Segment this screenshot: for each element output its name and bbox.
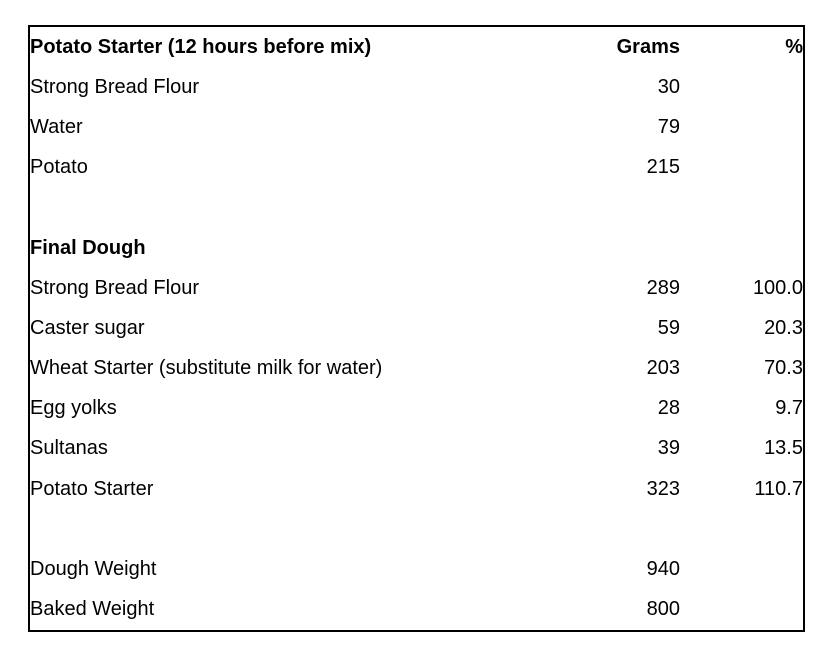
percent-value bbox=[680, 590, 803, 630]
grams-value: 39 bbox=[657, 437, 680, 460]
percent-value bbox=[680, 67, 803, 107]
table-header-row: Potato Starter (12 hours before mix) Gra… bbox=[30, 27, 803, 67]
blank-cell bbox=[480, 188, 680, 228]
blank-cell bbox=[680, 509, 803, 549]
percent-value: 100.0 bbox=[752, 276, 803, 299]
ingredient-label: Strong Bread Flour bbox=[30, 276, 199, 299]
table-row: Potato 215 bbox=[30, 148, 803, 188]
percent-value: 9.7 bbox=[775, 397, 803, 420]
percent-value: 70.3 bbox=[764, 357, 803, 380]
grams-value: 800 bbox=[646, 598, 680, 621]
grams-value: 940 bbox=[646, 558, 680, 581]
blank-cell bbox=[680, 228, 803, 268]
grams-value: 289 bbox=[646, 276, 680, 299]
ingredient-label: Wheat Starter (substitute milk for water… bbox=[30, 357, 383, 380]
grams-value: 323 bbox=[646, 477, 680, 500]
grams-value: 28 bbox=[657, 397, 680, 420]
grams-value: 203 bbox=[646, 357, 680, 380]
table-row: Caster sugar 59 20.3 bbox=[30, 308, 803, 348]
table-row: Water 79 bbox=[30, 107, 803, 147]
spacer-row bbox=[30, 188, 803, 228]
blank-cell bbox=[30, 188, 480, 228]
table-row: Egg yolks 28 9.7 bbox=[30, 389, 803, 429]
blank-cell bbox=[480, 509, 680, 549]
spacer-row bbox=[30, 509, 803, 549]
ingredient-label: Egg yolks bbox=[30, 397, 117, 420]
grams-value: 215 bbox=[646, 156, 680, 179]
section-header-row: Final Dough bbox=[30, 228, 803, 268]
table-row: Dough Weight 940 bbox=[30, 549, 803, 589]
table-row: Strong Bread Flour 30 bbox=[30, 67, 803, 107]
table-row: Baked Weight 800 bbox=[30, 590, 803, 630]
recipe-table: Potato Starter (12 hours before mix) Gra… bbox=[30, 27, 803, 630]
summary-label-baked-weight: Baked Weight bbox=[30, 598, 155, 621]
ingredient-label: Sultanas bbox=[30, 437, 108, 460]
percent-value bbox=[680, 549, 803, 589]
table-row: Strong Bread Flour 289 100.0 bbox=[30, 268, 803, 308]
table-row: Sultanas 39 13.5 bbox=[30, 429, 803, 469]
percent-value bbox=[680, 148, 803, 188]
table-row: Wheat Starter (substitute milk for water… bbox=[30, 349, 803, 389]
blank-cell bbox=[680, 188, 803, 228]
percent-value: 110.7 bbox=[754, 477, 803, 500]
ingredient-label: Water bbox=[30, 115, 83, 138]
table-title: Potato Starter (12 hours before mix) bbox=[30, 35, 372, 58]
percent-value: 13.5 bbox=[764, 437, 803, 460]
ingredient-label: Potato bbox=[30, 156, 88, 179]
percent-value: 20.3 bbox=[764, 316, 803, 339]
grams-value: 79 bbox=[657, 115, 680, 138]
percent-column-header: % bbox=[785, 35, 803, 58]
grams-value: 30 bbox=[657, 75, 680, 98]
grams-column-header: Grams bbox=[616, 35, 680, 58]
recipe-table-container: Potato Starter (12 hours before mix) Gra… bbox=[28, 25, 805, 632]
ingredient-label: Caster sugar bbox=[30, 316, 145, 339]
blank-cell bbox=[30, 509, 480, 549]
section-title-final-dough: Final Dough bbox=[30, 236, 146, 259]
percent-value bbox=[680, 107, 803, 147]
grams-value: 59 bbox=[657, 316, 680, 339]
table-row: Potato Starter 323 110.7 bbox=[30, 469, 803, 509]
blank-cell bbox=[480, 228, 680, 268]
ingredient-label: Strong Bread Flour bbox=[30, 75, 199, 98]
summary-label-dough-weight: Dough Weight bbox=[30, 558, 157, 581]
ingredient-label: Potato Starter bbox=[30, 477, 154, 500]
